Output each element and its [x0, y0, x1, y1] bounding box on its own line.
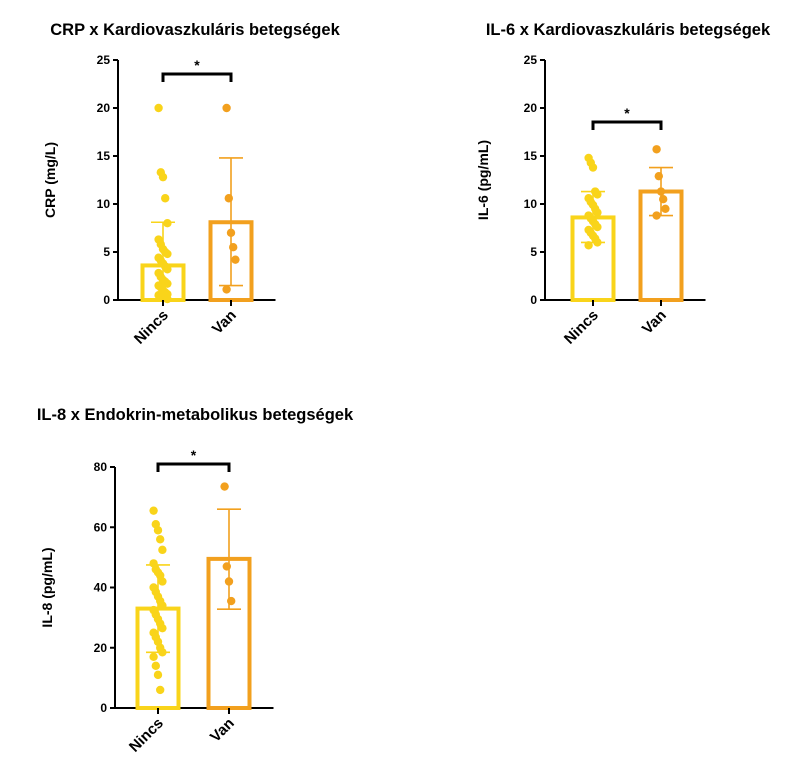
y-tick-label: 0 — [103, 293, 110, 307]
data-point — [163, 219, 172, 228]
data-point — [156, 535, 165, 544]
y-tick-label: 80 — [94, 460, 108, 474]
data-point — [158, 601, 167, 610]
y-tick-label: 0 — [100, 701, 107, 715]
data-point — [158, 577, 167, 586]
y-tick-label: 15 — [97, 149, 111, 163]
y-tick-label: 20 — [524, 101, 538, 115]
data-point — [222, 285, 231, 294]
data-point — [222, 103, 231, 113]
y-tick-label: 20 — [97, 101, 111, 115]
x-tick-label-nincs: Nincs — [561, 307, 602, 348]
y-axis-label: CRP (mg/L) — [42, 142, 58, 218]
data-point — [652, 145, 661, 154]
y-tick-label: 25 — [97, 53, 111, 67]
data-point — [661, 204, 670, 213]
data-point — [153, 670, 163, 680]
data-point — [153, 526, 163, 535]
x-tick-label-van: Van — [207, 715, 238, 746]
y-tick-label: 10 — [524, 197, 538, 211]
data-point — [158, 172, 168, 182]
x-tick-label-nincs: Nincs — [131, 307, 172, 348]
x-tick-label-van: Van — [209, 307, 240, 338]
significance-label: * — [191, 447, 197, 463]
significance-label: * — [624, 105, 630, 121]
y-tick-label: 10 — [97, 197, 111, 211]
chart-title: IL-8 x Endokrin-metabolikus betegségek — [37, 406, 354, 424]
x-tick-label-nincs: Nincs — [126, 715, 167, 756]
data-point — [163, 249, 172, 259]
data-point — [231, 255, 240, 264]
data-point — [149, 652, 158, 661]
significance-bracket — [156, 462, 231, 472]
chart-title: IL-6 x Kardiovaszkuláris betegségek — [486, 21, 771, 39]
data-point — [593, 222, 602, 232]
y-tick-label: 60 — [94, 520, 108, 534]
x-tick-label-van: Van — [639, 307, 670, 338]
y-tick-label: 20 — [94, 641, 108, 655]
y-tick-label: 0 — [530, 293, 537, 307]
data-point — [158, 623, 167, 633]
data-point — [588, 163, 598, 172]
chart-title: CRP x Kardiovaszkuláris betegségek — [50, 21, 340, 39]
data-point — [149, 506, 158, 515]
y-tick-label: 40 — [94, 581, 108, 595]
data-point — [154, 103, 163, 113]
chart-panel-2: IL-6 x Kardiovaszkuláris betegségek IL-6 … — [475, 21, 771, 348]
data-point — [593, 208, 602, 217]
data-point — [163, 279, 172, 288]
chart-panel-3: IL-8 x Endokrin-metabolikus betegségek IL… — [37, 406, 354, 756]
data-point — [163, 265, 172, 274]
y-tick-label: 15 — [524, 149, 538, 163]
y-tick-label: 5 — [530, 245, 537, 259]
data-point — [151, 661, 160, 671]
y-axis-label: IL-8 (pg/mL) — [39, 547, 55, 627]
y-axis-label: IL-6 (pg/mL) — [475, 140, 491, 220]
data-point — [158, 545, 167, 555]
data-point — [161, 194, 170, 203]
y-tick-label: 5 — [103, 245, 110, 259]
data-point — [220, 482, 229, 491]
data-point — [156, 685, 165, 695]
data-point — [163, 294, 172, 304]
significance-label: * — [194, 57, 200, 73]
y-tick-label: 25 — [524, 53, 538, 67]
chart-panel-1: CRP x Kardiovaszkuláris betegségek CRP (m… — [42, 21, 341, 348]
significance-bracket — [161, 72, 233, 82]
significance-bracket — [591, 120, 663, 130]
